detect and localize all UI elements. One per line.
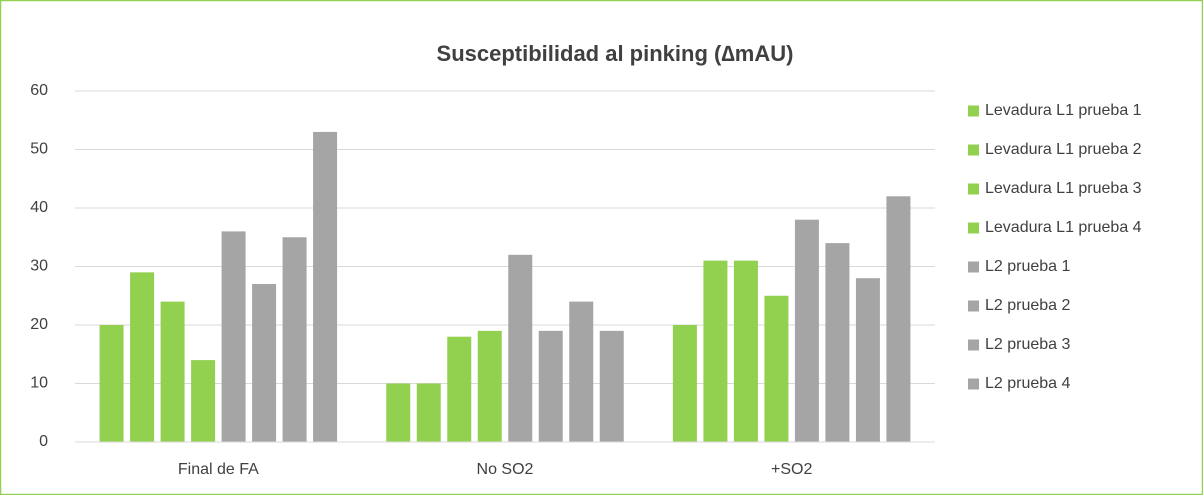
bar xyxy=(569,301,594,442)
legend-label: L2 prueba 4 xyxy=(985,375,1071,392)
bar xyxy=(764,295,789,442)
bar xyxy=(538,330,563,442)
bar xyxy=(703,260,728,442)
bar xyxy=(599,330,624,442)
legend-swatch xyxy=(968,183,979,195)
bar xyxy=(221,231,246,442)
bar xyxy=(508,254,533,442)
bar xyxy=(477,330,502,442)
legend-label: L2 prueba 2 xyxy=(985,297,1071,314)
bar xyxy=(99,325,124,442)
bar xyxy=(794,219,819,442)
y-tick-label: 40 xyxy=(30,199,48,216)
x-tick-label: +SO2 xyxy=(771,461,812,478)
x-tick-label: No SO2 xyxy=(477,461,534,478)
legend-label: Levadura L1 prueba 1 xyxy=(985,102,1142,119)
bar xyxy=(386,383,411,442)
legend-swatch xyxy=(968,144,979,156)
x-tick-label: Final de FA xyxy=(178,461,259,478)
legend-swatch xyxy=(968,222,979,234)
bar xyxy=(672,325,697,442)
bar xyxy=(825,243,850,442)
legend-label: L2 prueba 3 xyxy=(985,336,1071,353)
legend-swatch xyxy=(968,378,979,390)
y-tick-label: 30 xyxy=(30,258,48,275)
legend-swatch xyxy=(968,261,979,273)
legend-swatch xyxy=(968,339,979,351)
bar xyxy=(447,336,472,442)
y-tick-label: 20 xyxy=(30,316,48,333)
bar xyxy=(416,383,441,442)
legend-label: L2 prueba 1 xyxy=(985,258,1071,275)
bar xyxy=(282,237,307,442)
legend-label: Levadura L1 prueba 2 xyxy=(985,141,1142,158)
y-tick-label: 60 xyxy=(30,82,48,99)
legend-label: Levadura L1 prueba 4 xyxy=(985,219,1142,236)
bar xyxy=(191,360,216,442)
bar xyxy=(160,301,185,442)
bar xyxy=(886,196,911,442)
bar xyxy=(130,272,155,442)
legend-swatch xyxy=(968,300,979,312)
y-tick-label: 50 xyxy=(30,141,48,158)
bar xyxy=(313,131,338,442)
bar xyxy=(252,284,277,442)
y-tick-label: 0 xyxy=(39,433,48,450)
bar xyxy=(855,278,880,442)
chart-title: Susceptibilidad al pinking (∆mAU) xyxy=(437,41,794,66)
legend-label: Levadura L1 prueba 3 xyxy=(985,180,1142,197)
y-tick-label: 10 xyxy=(30,375,48,392)
bar xyxy=(733,260,758,442)
legend-swatch xyxy=(968,105,979,117)
